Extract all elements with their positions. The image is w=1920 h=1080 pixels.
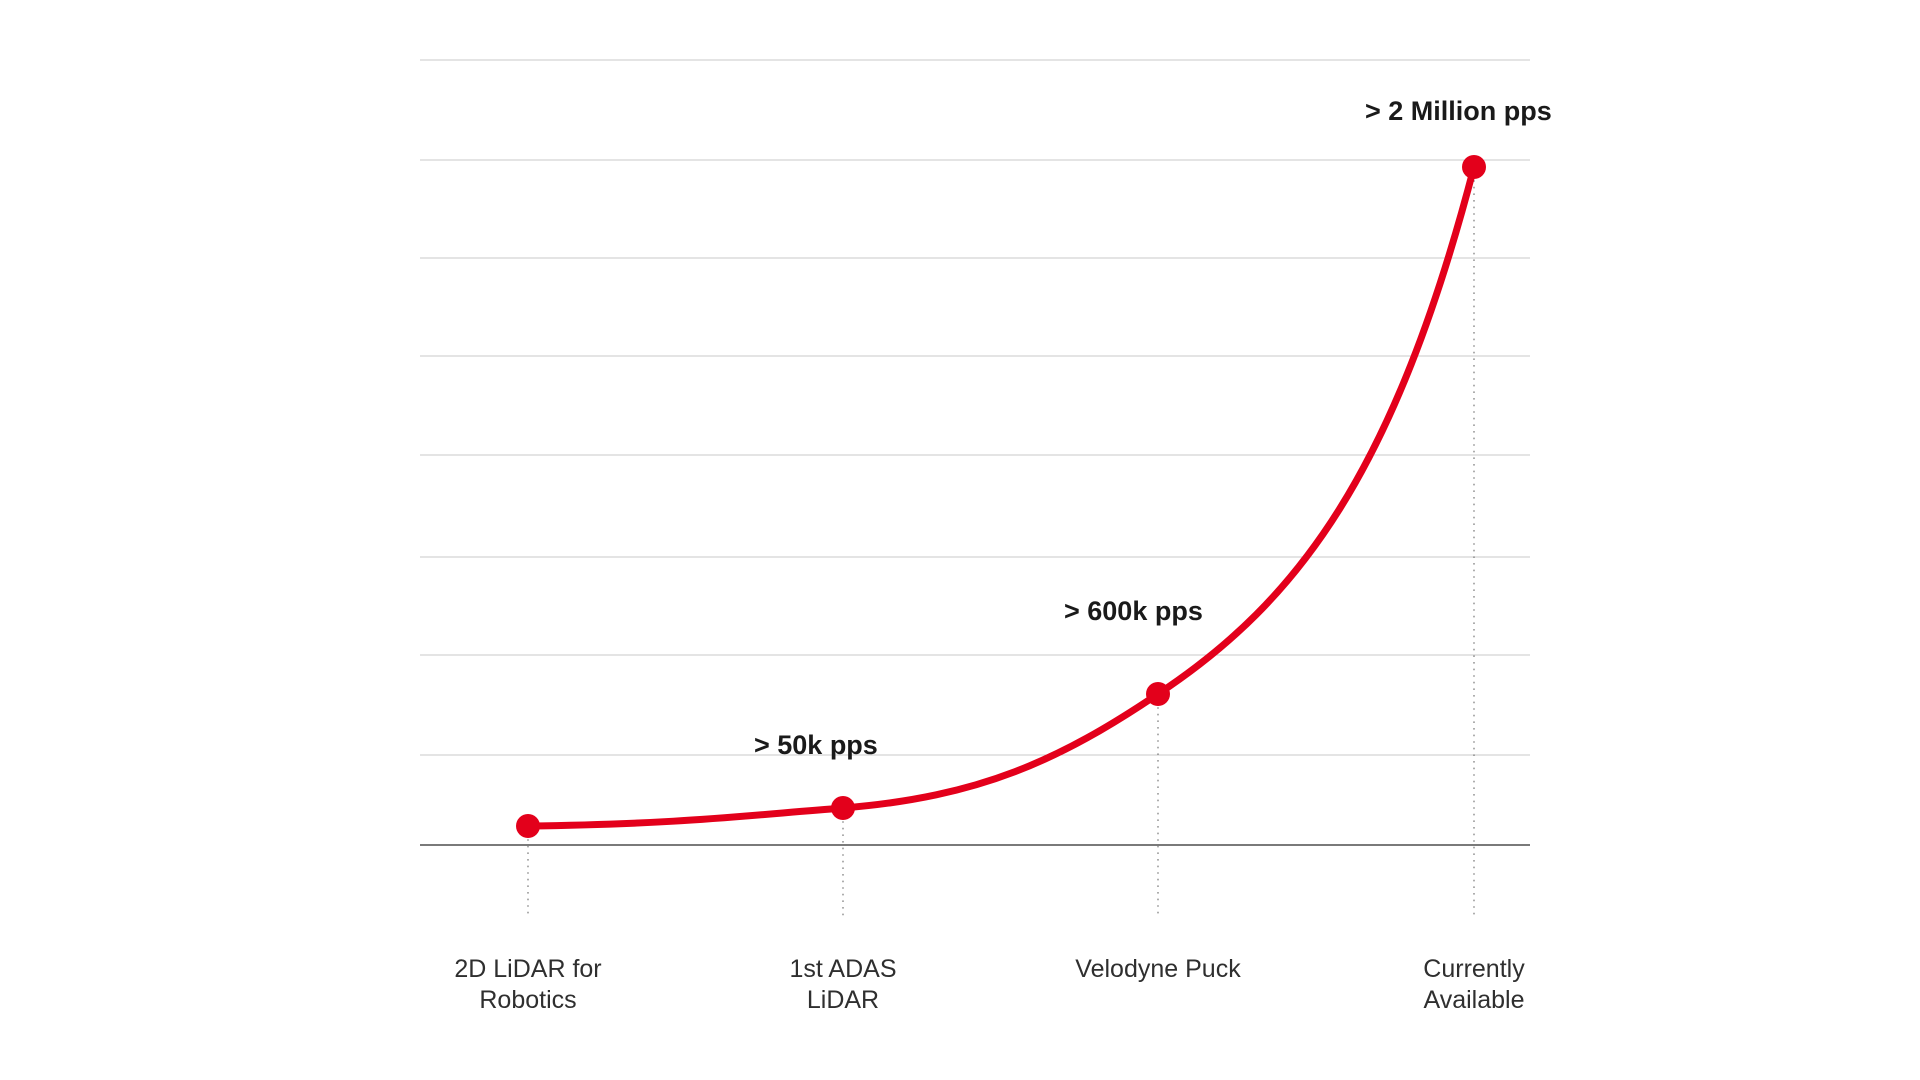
x-category-label: 2D LiDAR for Robotics xyxy=(398,954,658,1017)
value-label: > 2 Million pps xyxy=(1365,96,1552,127)
data-series xyxy=(528,167,1474,826)
x-category-label: Velodyne Puck xyxy=(1028,954,1288,985)
chart-svg xyxy=(0,0,1920,1080)
value-label: > 50k pps xyxy=(754,730,878,761)
lidar-pps-chart: 2D LiDAR for Robotics 1st ADAS LiDAR Velod… xyxy=(0,0,1920,1080)
x-category-label: Currently Available xyxy=(1344,954,1604,1017)
gridlines xyxy=(420,60,1530,755)
data-marker xyxy=(1146,682,1170,706)
data-markers xyxy=(516,155,1486,838)
data-marker xyxy=(1462,155,1486,179)
x-category-label: 1st ADAS LiDAR xyxy=(713,954,973,1017)
value-label: > 600k pps xyxy=(1064,596,1203,627)
drop-lines xyxy=(528,167,1474,916)
data-marker xyxy=(516,814,540,838)
data-marker xyxy=(831,796,855,820)
